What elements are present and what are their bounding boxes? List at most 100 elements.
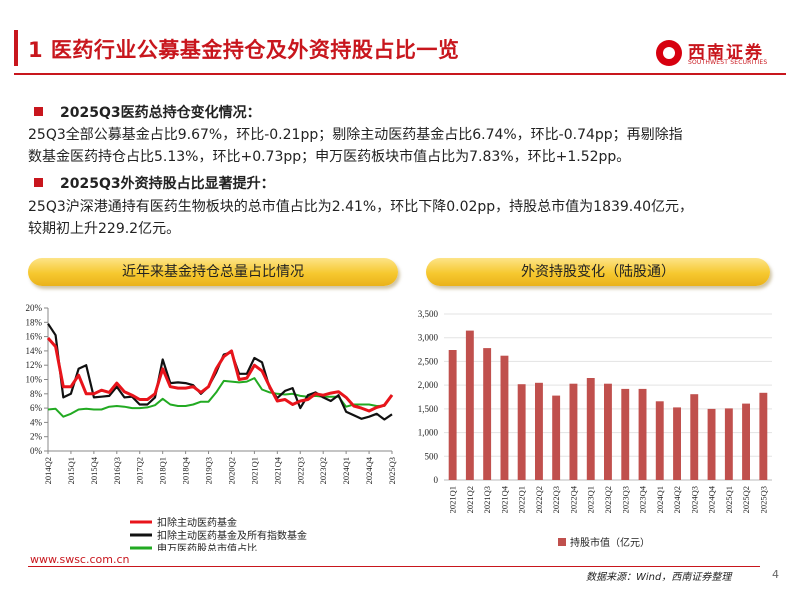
y-tick-label: 2,000	[418, 380, 439, 390]
y-tick-label: 500	[425, 451, 439, 461]
x-tick-label: 2021Q1	[249, 457, 259, 484]
section-heading-1: 2025Q3医药总持仓变化情况：	[60, 105, 261, 121]
section-heading-2: 2025Q3外资持股占比显著提升：	[60, 176, 275, 192]
x-tick-label: 2024Q2	[672, 486, 682, 513]
left-panel-title: 近年来基金持仓总量占比情况	[28, 258, 398, 286]
y-tick-label: 20%	[26, 303, 43, 313]
y-tick-label: 0	[434, 475, 439, 485]
fund-holding-line-chart: 0% 2% 4% 6% 8% 10% 12% 14% 16% 18% 20% 2014Q2 2015Q1…	[26, 303, 398, 551]
bullet-square-icon	[34, 107, 43, 116]
x-tick-label: 2016Q3	[112, 457, 122, 484]
x-tick-label: 2021Q3	[482, 486, 492, 513]
x-tick-label: 2021Q2	[465, 486, 475, 513]
summary-paragraph-1-line-1: 25Q3全部公募基金占比9.67%，环比-0.21pp；剔除主动医药基金占比6.…	[28, 127, 683, 143]
x-tick-label: 2024Q3	[689, 486, 699, 513]
x-tick-label: 2022Q3	[551, 486, 561, 513]
series-line-2	[47, 323, 393, 421]
y-tick-label: 6%	[30, 403, 43, 413]
x-tick-label: 2025Q2	[741, 486, 751, 513]
x-tick-label: 2025Q3	[387, 457, 397, 484]
bar	[655, 401, 664, 480]
bar	[724, 408, 733, 480]
x-tick-label: 2024Q1	[655, 486, 665, 513]
page-title: 1 医药行业公募基金持仓及外资持股占比一览	[28, 38, 460, 62]
x-tick-label: 2014Q2	[43, 457, 53, 484]
legend-label: 扣除主动医药基金及所有指数基金	[157, 529, 307, 542]
bar	[465, 330, 474, 480]
x-tick-label: 2023Q4	[638, 485, 648, 513]
legend-label: 扣除主动医药基金	[157, 516, 237, 529]
x-tick-label: 2022Q1	[517, 486, 527, 513]
legend-label: 持股市值（亿元）	[570, 536, 650, 549]
x-tick-label: 2022Q3	[295, 457, 305, 484]
x-tick-label: 2021Q4	[272, 456, 282, 484]
x-tick-label: 2024Q4	[364, 456, 374, 484]
header-divider	[14, 73, 786, 75]
y-tick-label: 10%	[26, 375, 43, 385]
y-tick-label: 3,000	[418, 333, 439, 343]
bar	[569, 383, 578, 480]
data-source-note: 数据来源：Wind，西南证券整理	[586, 572, 732, 583]
x-tick-label: 2025Q1	[724, 486, 734, 513]
foreign-holding-bar-chart: 0 500 1,000 1,500 2,000 2,500 3,000 3,500 2021Q1…	[418, 309, 772, 549]
bar	[586, 378, 595, 480]
y-tick-label: 12%	[26, 360, 43, 370]
x-tick-label: 2015Q4	[89, 456, 99, 484]
summary-paragraph-2-line-2: 较期初上升229.2亿元。	[28, 221, 181, 237]
y-tick-label: 1,500	[418, 404, 439, 414]
series-line-3	[47, 377, 393, 418]
y-tick-label: 2%	[30, 432, 43, 442]
y-tick-label: 18%	[26, 317, 43, 327]
x-tick-label: 2015Q1	[66, 457, 76, 484]
bar	[621, 388, 630, 480]
logo-text-en: SOUTHWEST SECURITIES	[688, 59, 768, 66]
footer-divider	[28, 566, 760, 567]
right-panel-title: 外资持股变化（陆股通）	[426, 258, 770, 286]
bar	[638, 388, 647, 480]
company-logo: 西南证券 SOUTHWEST SECURITIES	[656, 38, 776, 70]
x-tick-label: 2022Q2	[534, 486, 544, 513]
logo-emblem-icon	[656, 40, 682, 66]
bar	[500, 355, 509, 480]
x-tick-label: 2024Q4	[707, 485, 717, 513]
bar	[673, 407, 681, 480]
x-tick-label: 2018Q4	[181, 456, 191, 484]
y-tick-label: 14%	[26, 346, 43, 356]
x-tick-label: 2021Q1	[448, 486, 458, 513]
x-tick-label: 2017Q2	[135, 457, 145, 484]
bar	[552, 395, 561, 480]
legend-swatch	[558, 538, 566, 546]
x-tick-label: 2025Q3	[758, 486, 768, 513]
x-tick-label: 2024Q1	[341, 457, 351, 484]
y-tick-label: 0%	[30, 446, 43, 456]
bullet-square-icon	[34, 178, 43, 187]
y-tick-label: 16%	[26, 332, 43, 342]
legend-label: 申万医药股总市值占比	[157, 542, 257, 551]
x-tick-label: 2020Q2	[226, 457, 236, 484]
bar	[535, 382, 543, 480]
bar	[759, 392, 768, 480]
y-tick-label: 2,500	[418, 356, 439, 366]
x-tick-label: 2023Q1	[586, 486, 596, 513]
bar	[690, 394, 699, 480]
page-number: 4	[772, 568, 779, 581]
x-tick-label: 2023Q3	[620, 486, 630, 513]
y-tick-label: 1,000	[418, 428, 439, 438]
y-tick-label: 3,500	[418, 309, 439, 319]
x-tick-label: 2022Q4	[568, 485, 578, 513]
x-tick-label: 2023Q2	[603, 486, 613, 513]
logo-text-cn: 西南证券	[688, 43, 764, 63]
series-line-1	[46, 337, 394, 413]
x-tick-label: 2018Q1	[158, 457, 168, 484]
footer-url[interactable]: www.swsc.com.cn	[30, 553, 130, 566]
y-tick-label: 4%	[30, 417, 43, 427]
bar	[517, 384, 526, 480]
title-accent-bar	[14, 30, 18, 66]
x-tick-label: 2021Q4	[499, 485, 509, 513]
bar	[483, 348, 492, 480]
summary-paragraph-1-line-2: 数基金医药持仓占比5.13%，环比+0.73pp；申万医药板块市值占比为7.83…	[28, 149, 631, 165]
bar	[604, 383, 612, 480]
y-tick-label: 8%	[30, 389, 43, 399]
summary-paragraph-2-line-1: 25Q3沪深港通持有医药生物板块的总市值占比为2.41%，环比下降0.02pp，…	[28, 199, 694, 215]
bar	[707, 408, 716, 480]
